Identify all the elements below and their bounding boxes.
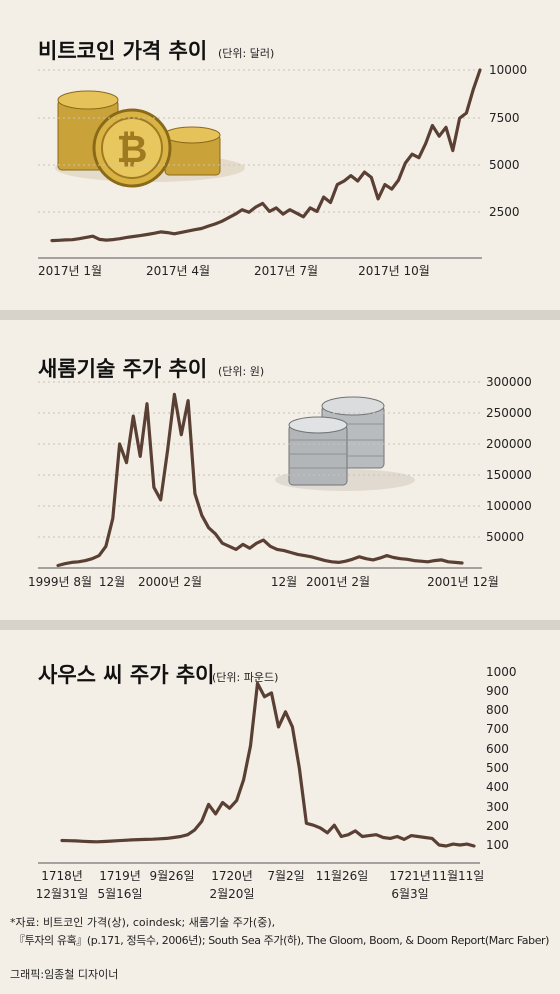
southsea-y-axis: 100 200 300 400 500 600 700 800 900 1000: [486, 665, 517, 852]
southsea-price-line: [60, 681, 476, 848]
saerom-ytick: 100000: [486, 499, 532, 513]
saerom-x-axis: 1999년 8월 12월 2000년 2월 12월 2001년 2월 2001년…: [28, 575, 499, 589]
bitcoin-grid: [38, 69, 482, 259]
southsea-xtick: 9월26일: [150, 869, 195, 883]
saerom-chart-panel: 새롬기술 주가 추이 (단위: 원): [0, 320, 560, 620]
southsea-chart-title: 사우스 씨 주가 추이: [38, 663, 215, 687]
bitcoin-price-line: [50, 68, 482, 243]
southsea-ytick: 300: [486, 800, 509, 814]
bitcoin-chart: 비트코인 가격 추이 (단위: 달러) ₿ 2500 5000 7500: [38, 39, 527, 278]
saerom-xtick: 12월: [271, 575, 297, 589]
saerom-xtick: 12월: [99, 575, 125, 589]
section-divider: [0, 310, 560, 320]
southsea-ytick: 700: [486, 722, 509, 736]
saerom-ytick: 50000: [486, 530, 524, 544]
saerom-ytick: 150000: [486, 468, 532, 482]
graphic-credit: 그래픽:임종철 디자이너: [10, 968, 119, 981]
saerom-xtick: 1999년 8월: [28, 575, 92, 589]
southsea-ytick: 600: [486, 742, 509, 756]
saerom-chart: 새롬기술 주가 추이 (단위: 원): [28, 357, 532, 589]
bitcoin-chart-panel: 비트코인 가격 추이 (단위: 달러) ₿ 2500 5000 7500: [0, 0, 560, 310]
bitcoin-y-axis: 2500 5000 7500 10000: [489, 63, 527, 219]
gold-coins-illustration: ₿: [55, 90, 245, 188]
southsea-ytick: 200: [486, 819, 509, 833]
bitcoin-x-axis: 2017년 1월 2017년 4월 2017년 7월 2017년 10월: [38, 264, 430, 278]
bitcoin-xtick: 2017년 4월: [146, 264, 210, 278]
southsea-xtick: 1719년 5월16일: [98, 869, 143, 901]
saerom-ytick: 250000: [486, 406, 532, 420]
southsea-xtick: 11월26일: [316, 869, 369, 883]
southsea-ytick: 1000: [486, 665, 517, 679]
southsea-ytick: 100: [486, 838, 509, 852]
svg-text:₿: ₿: [117, 127, 148, 171]
southsea-xtick: 1721년 6월3일: [389, 869, 431, 901]
southsea-ytick: 500: [486, 761, 509, 775]
saerom-chart-unit: (단위: 원): [218, 365, 264, 378]
saerom-chart-title: 새롬기술 주가 추이: [38, 357, 207, 381]
southsea-xtick: 7월2일: [267, 869, 304, 883]
southsea-xtick: 11월11일: [432, 869, 485, 883]
saerom-xtick: 2001년 2월: [306, 575, 370, 589]
section-divider: [0, 620, 560, 630]
southsea-ytick: 800: [486, 703, 509, 717]
southsea-chart-panel: 사우스 씨 주가 추이 (단위: 파운드) 100 200 300 400 50…: [0, 630, 560, 910]
bitcoin-chart-title: 비트코인 가격 추이: [38, 39, 207, 63]
saerom-ytick: 200000: [486, 437, 532, 451]
saerom-grid: [38, 381, 482, 569]
southsea-x-axis: 1718년 12월31일 1719년 5월16일 9월26일 1720년 2월20일 7월2일…: [36, 869, 485, 901]
bitcoin-ytick: 7500: [489, 111, 520, 125]
southsea-xtick: 1720년 2월20일: [210, 869, 255, 901]
saerom-ytick: 300000: [486, 375, 532, 389]
saerom-price-line: [56, 392, 464, 568]
southsea-ytick: 900: [486, 684, 509, 698]
saerom-y-axis: 50000 100000 150000 200000 250000 300000: [486, 375, 532, 544]
footnote-line-2: 『투자의 유혹』(p.171, 정득수, 2006년); South Sea 주…: [14, 934, 550, 947]
saerom-xtick: 2001년 12월: [427, 575, 499, 589]
southsea-ytick: 400: [486, 780, 509, 794]
bitcoin-xtick: 2017년 7월: [254, 264, 318, 278]
bitcoin-xtick: 2017년 1월: [38, 264, 102, 278]
saerom-xtick: 2000년 2월: [138, 575, 202, 589]
southsea-chart-unit: (단위: 파운드): [212, 671, 278, 684]
footnote-line-1: *자료: 비트코인 가격(상), coindesk; 새롬기술 주가(중),: [10, 916, 276, 929]
bitcoin-xtick: 2017년 10월: [358, 264, 430, 278]
bitcoin-ytick: 5000: [489, 158, 520, 172]
bitcoin-chart-unit: (단위: 달러): [218, 47, 274, 60]
southsea-chart: 사우스 씨 주가 추이 (단위: 파운드) 100 200 300 400 50…: [36, 663, 517, 901]
southsea-xtick: 1718년 12월31일: [36, 869, 89, 901]
bitcoin-ytick: 2500: [489, 205, 520, 219]
bitcoin-ytick: 10000: [489, 63, 527, 77]
silver-coins-illustration: [275, 396, 415, 491]
